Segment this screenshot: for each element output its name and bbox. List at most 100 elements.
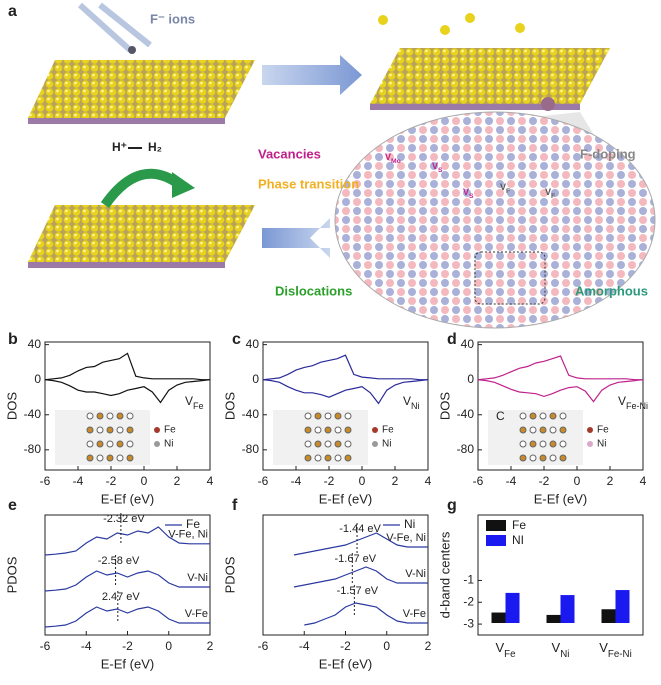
- plot-frame: [477, 341, 644, 471]
- atom: [440, 25, 450, 35]
- inset-atom: [126, 426, 134, 434]
- legend-label: Ni: [404, 517, 415, 531]
- inset-atom: [314, 440, 322, 448]
- annotation: VFe: [185, 394, 204, 411]
- inset-atom: [86, 440, 94, 448]
- panel-label: a: [8, 3, 17, 20]
- inset-atom: [116, 454, 124, 462]
- dislocations-label: Dislocations: [275, 283, 352, 298]
- x-tick-label: -4: [299, 639, 310, 653]
- bar: [505, 592, 520, 623]
- center-label: -2.58 eV: [98, 555, 140, 567]
- site-label: VMo: [385, 152, 401, 165]
- y-tick-label: -40: [24, 407, 42, 421]
- inset-atom: [86, 412, 94, 420]
- y-axis-label: DOS: [222, 392, 237, 421]
- inset-atom: [324, 454, 332, 462]
- inset-atom: [106, 412, 114, 420]
- x-tick-label: 2: [207, 639, 214, 653]
- bar: [491, 612, 506, 623]
- x-tick-label: -6: [40, 474, 51, 488]
- curve-label: V-Fe: [403, 608, 426, 620]
- inset-atom: [539, 440, 547, 448]
- inset-atom: [96, 412, 104, 420]
- bar: [615, 590, 630, 623]
- inset-atom: [549, 454, 557, 462]
- x-tick-label: -6: [258, 474, 269, 488]
- phase-label: Phase transition: [258, 176, 359, 191]
- legend-swatch: [486, 520, 506, 531]
- annotation: VFe-Ni: [618, 394, 648, 411]
- inset-atom: [116, 426, 124, 434]
- x-tick-label: -4: [291, 474, 302, 488]
- inset-atom: [304, 412, 312, 420]
- hydrogen-label: H₂: [148, 140, 162, 154]
- y-tick-label: -80: [457, 442, 475, 456]
- dos-line: [262, 354, 428, 381]
- y-axis-label: DOS: [4, 392, 19, 421]
- x-tick-label: 0: [359, 474, 366, 488]
- inset-atom: [106, 440, 114, 448]
- inset-atom: [529, 412, 537, 420]
- panel-label: g: [447, 497, 457, 514]
- x-tick-label: VNi: [552, 640, 570, 660]
- legend-label: Fe: [164, 425, 176, 436]
- y-tick-label: 0: [467, 372, 474, 386]
- legend-label: Fe: [186, 517, 200, 531]
- x-tick-label: -2: [340, 639, 351, 653]
- panels: b c d e f g: [8, 331, 457, 514]
- inset-atom: [304, 440, 312, 448]
- legend-swatch: [372, 427, 378, 433]
- dos-line: [477, 355, 643, 381]
- x-tick-label: 2: [425, 639, 432, 653]
- y-tick-label: 0: [34, 372, 41, 386]
- inset-atom: [126, 440, 134, 448]
- y-axis-label: PDOS: [4, 556, 19, 593]
- center-label: -1.57 eV: [337, 585, 379, 597]
- inset-atom: [96, 440, 104, 448]
- legend-label: Fe: [382, 425, 394, 436]
- legend-label: Ni: [597, 439, 606, 450]
- x-tick-label: 0: [574, 474, 581, 488]
- inset-atom: [334, 412, 342, 420]
- curve-label: V-Fe: [185, 608, 208, 620]
- x-tick-label: -6: [473, 474, 484, 488]
- inset-atom: [519, 454, 527, 462]
- inset-atom: [519, 426, 527, 434]
- inset-atom: [324, 412, 332, 420]
- y-tick-label: 40: [461, 337, 475, 351]
- inset-atom: [96, 454, 104, 462]
- legend-swatch: [587, 427, 593, 433]
- x-tick-label: -2: [539, 474, 550, 488]
- dos-line: [477, 379, 644, 403]
- dos-line: [44, 352, 210, 381]
- pdos-line: [304, 602, 428, 626]
- zoom-view: [334, 111, 656, 329]
- center-label: 2.47 eV: [102, 591, 141, 603]
- slab-edge: [370, 104, 580, 110]
- vacancies-label: Vacancies: [258, 146, 321, 161]
- center-label: -1.67 eV: [335, 553, 377, 565]
- inset-atom: [314, 454, 322, 462]
- x-axis-label: E-Ef (eV): [319, 656, 372, 671]
- x-tick-label: 0: [141, 474, 148, 488]
- curve-label: V-Ni: [405, 568, 426, 580]
- atom: [515, 23, 525, 33]
- panel-label: d: [447, 331, 457, 348]
- x-tick-label: 0: [383, 639, 390, 653]
- inset-atom: [86, 426, 94, 434]
- x-tick-label: 4: [640, 474, 647, 488]
- x-tick-label: 2: [392, 474, 399, 488]
- inset-atom: [519, 412, 527, 420]
- y-tick-label: -3: [463, 616, 474, 630]
- atom: [465, 13, 475, 23]
- y-tick-label: -80: [242, 442, 260, 456]
- inset-atom: [116, 412, 124, 420]
- inset-atom: [529, 454, 537, 462]
- pdos-line: [44, 526, 210, 556]
- x-tick-label: -4: [81, 639, 92, 653]
- inset-atom: [549, 426, 557, 434]
- inset-atom: [539, 426, 547, 434]
